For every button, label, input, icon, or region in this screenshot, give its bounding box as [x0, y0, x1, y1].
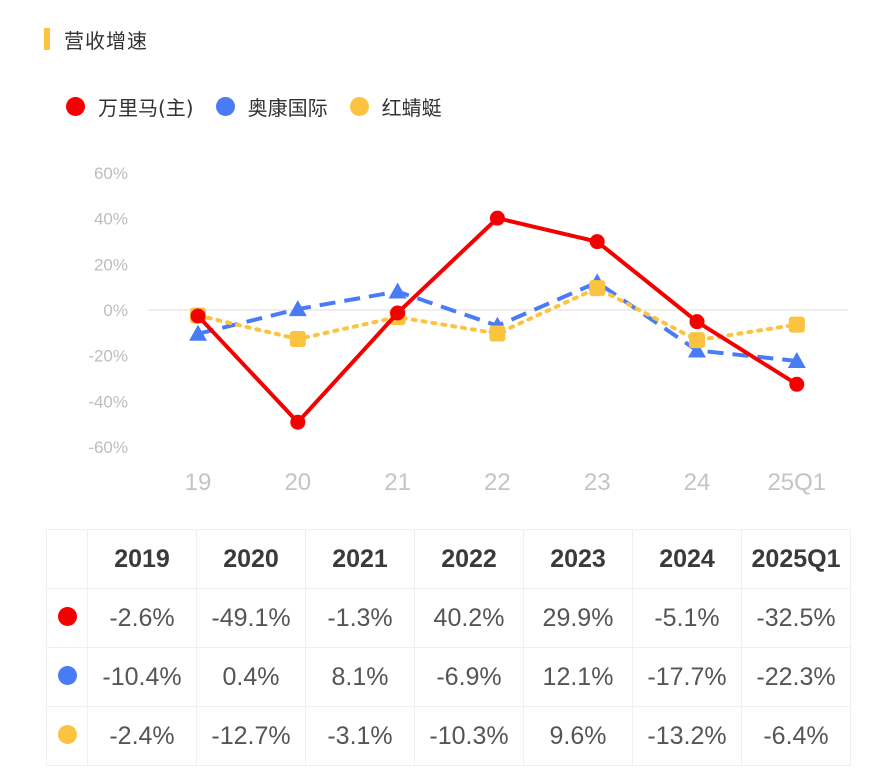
x-tick-label: 23: [584, 469, 611, 496]
series-circle-line: [190, 210, 805, 430]
y-tick-label: -60%: [88, 438, 128, 457]
table-cell: -1.3%: [305, 588, 415, 648]
data-point-circle-icon[interactable]: [789, 376, 805, 392]
x-tick-label: 25Q1: [767, 469, 826, 496]
table-cell: -2.6%: [87, 588, 197, 648]
x-tick-label: 22: [484, 469, 511, 496]
table-row: -10.4% 0.4% 8.1% -6.9% 12.1% -17.7% -22.…: [46, 647, 851, 707]
y-tick-label: 40%: [94, 210, 128, 229]
data-point-square-icon[interactable]: [489, 325, 506, 342]
series-layer: [189, 210, 806, 430]
legend-item-hongqingting[interactable]: 红蜻蜓: [349, 92, 442, 121]
table-cell: 40.2%: [414, 588, 524, 648]
data-point-square-icon[interactable]: [788, 316, 805, 333]
table-cell: -10.4%: [87, 647, 197, 707]
table-cell: -49.1%: [196, 588, 306, 648]
y-tick-label: 60%: [94, 164, 128, 183]
column-header: 2023: [523, 529, 633, 589]
column-header: 2024: [632, 529, 742, 589]
series-dot-icon: [57, 724, 77, 744]
data-point-circle-icon[interactable]: [190, 308, 206, 324]
series-triangle-line: [189, 273, 806, 368]
data-point-triangle-icon[interactable]: [787, 351, 806, 368]
table-cell: 12.1%: [523, 647, 633, 707]
data-point-triangle-icon[interactable]: [189, 324, 207, 341]
y-tick-label: -40%: [88, 392, 128, 411]
table-cell: -12.7%: [196, 706, 306, 766]
legend-item-aokang[interactable]: 奥康国际: [215, 92, 328, 121]
chart-legend: 万里马(主) 奥康国际 红蜻蜓: [66, 92, 464, 121]
section-header: 营收增速: [44, 27, 148, 53]
table-cell: -10.3%: [414, 706, 524, 766]
y-axis: 60% 40% 20% 0% -20% -40% -60%: [88, 164, 128, 457]
column-header: 2020: [196, 529, 306, 589]
data-point-square-icon[interactable]: [689, 332, 705, 349]
y-tick-label: 20%: [94, 255, 128, 274]
legend-label: 奥康国际: [247, 96, 328, 120]
table-cell: 8.1%: [305, 647, 415, 707]
table-cell: -13.2%: [632, 706, 742, 766]
data-point-square-icon[interactable]: [289, 331, 306, 348]
data-point-square-icon[interactable]: [589, 280, 606, 297]
column-header: 2022: [414, 529, 524, 589]
data-point-circle-icon[interactable]: [290, 414, 306, 430]
column-header: 2021: [305, 529, 415, 589]
x-tick-label: 24: [684, 469, 711, 496]
data-point-circle-icon[interactable]: [589, 234, 605, 250]
x-axis: 19 20 21 22 23 24 25Q1: [185, 469, 827, 496]
data-point-triangle-icon[interactable]: [288, 300, 307, 317]
table-cell: -6.9%: [414, 647, 524, 707]
x-tick-label: 19: [185, 469, 212, 496]
legend-label: 万里马(主): [98, 96, 194, 120]
x-tick-label: 20: [284, 469, 311, 496]
legend-item-wanlima[interactable]: 万里马(主): [66, 92, 194, 121]
series-dot-icon: [57, 665, 77, 685]
table-cell: -17.7%: [632, 647, 742, 707]
table-cell: -6.4%: [741, 706, 851, 766]
data-point-triangle-icon[interactable]: [688, 341, 706, 358]
data-point-circle-icon[interactable]: [390, 305, 406, 321]
line-chart: 60% 40% 20% 0% -20% -40% -60% 19 20 21 22 23 24 25Q1: [88, 164, 848, 496]
legend-dot-icon: [66, 97, 85, 116]
table-header-row: 2019 2020 2021 2022 2023 2024 2025Q1: [46, 529, 851, 589]
series-dot-icon: [57, 606, 77, 626]
section-title: 营收增速: [64, 28, 148, 53]
column-header: 2025Q1: [741, 529, 851, 589]
table-cell: 9.6%: [523, 706, 633, 766]
column-header: 2019: [87, 529, 197, 589]
data-point-triangle-icon[interactable]: [388, 282, 407, 299]
table-cell: -32.5%: [741, 588, 851, 648]
legend-dot-icon: [349, 97, 369, 116]
data-table: 2019 2020 2021 2022 2023 2024 2025Q1 -2.…: [46, 529, 851, 766]
y-tick-label: 0%: [103, 301, 128, 320]
data-point-circle-icon[interactable]: [489, 210, 505, 226]
title-accent-bar: [44, 28, 50, 50]
table-row: -2.6% -49.1% -1.3% 40.2% 29.9% -5.1% -32…: [46, 588, 851, 648]
x-tick-label: 21: [384, 469, 411, 496]
table-cell: -5.1%: [632, 588, 742, 648]
y-tick-label: -20%: [88, 347, 128, 366]
table-cell: -2.4%: [87, 706, 197, 766]
table-cell: 0.4%: [196, 647, 306, 707]
table-row: -2.4% -12.7% -3.1% -10.3% 9.6% -13.2% -6…: [46, 706, 851, 766]
data-point-circle-icon[interactable]: [689, 314, 705, 330]
table-cell: -3.1%: [305, 706, 415, 766]
legend-label: 红蜻蜓: [381, 96, 442, 120]
legend-dot-icon: [215, 97, 235, 116]
table-cell: 29.9%: [523, 588, 633, 648]
table-cell: -22.3%: [741, 647, 851, 707]
